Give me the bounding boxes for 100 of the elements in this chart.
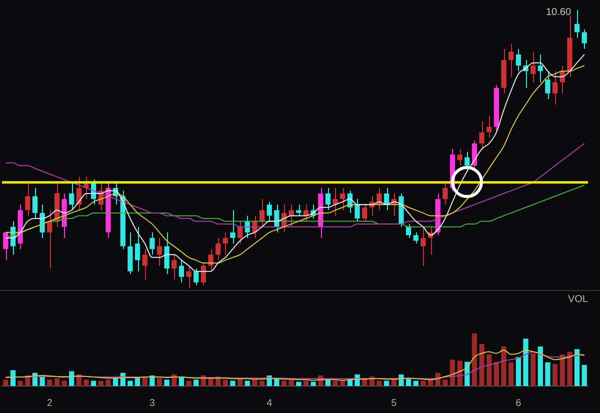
candlestick: [186, 265, 192, 288]
bar: [523, 338, 528, 386]
candlestick: [516, 48, 521, 72]
candlestick: [238, 220, 243, 244]
bar: [156, 378, 162, 386]
candlestick: [442, 182, 448, 206]
candlestick: [266, 201, 272, 222]
bar: [303, 380, 309, 386]
candlestick: [582, 28, 587, 50]
bar: [252, 380, 258, 386]
bar: [398, 374, 404, 386]
candlestick: [545, 70, 550, 100]
bar: [501, 346, 506, 386]
candlestick: [216, 237, 221, 261]
candlestick: [156, 237, 162, 266]
bar: [552, 364, 558, 386]
bar: [134, 378, 140, 386]
bar: [516, 357, 521, 386]
candlestick: [178, 260, 184, 283]
candlestick: [508, 42, 514, 78]
candlestick: [208, 248, 214, 272]
bar: [91, 380, 96, 386]
candlestick: [32, 187, 38, 219]
candlestick: [40, 204, 45, 238]
bar: [442, 380, 448, 386]
candlestick: [172, 254, 177, 280]
bar: [420, 380, 426, 386]
bar: [128, 380, 133, 386]
x-tick-label: 3: [149, 398, 156, 409]
candlestick: [340, 187, 346, 211]
candlestick: [222, 232, 228, 256]
candlestick: [200, 262, 206, 286]
candlestick: [479, 120, 484, 150]
bar: [288, 380, 294, 386]
candlestick: [325, 187, 331, 211]
bar: [47, 380, 52, 386]
bar: [54, 378, 60, 386]
bar: [376, 380, 382, 386]
candlestick: [288, 204, 294, 228]
x-tick-label: 4: [266, 398, 273, 409]
candlestick: [150, 232, 155, 256]
bar: [296, 382, 302, 386]
bar: [222, 380, 228, 386]
bar: [332, 380, 338, 386]
candlestick: [69, 182, 74, 211]
candlestick: [457, 148, 462, 166]
candlestick: [376, 187, 382, 211]
bar: [450, 360, 456, 386]
candlestick: [406, 224, 412, 238]
bar: [194, 380, 199, 386]
candlestick: [384, 187, 390, 211]
bar: [384, 380, 390, 386]
bar: [208, 378, 214, 386]
bar: [545, 362, 550, 386]
bar: [567, 352, 572, 386]
bar: [479, 344, 484, 386]
bar: [84, 380, 89, 386]
bar: [582, 364, 587, 386]
bar: [574, 349, 580, 386]
candlestick: [134, 226, 140, 272]
candlestick: [296, 204, 302, 216]
bar: [62, 380, 67, 386]
bar: [413, 380, 418, 386]
bar: [486, 354, 492, 386]
candlestick: [47, 210, 52, 270]
candlestick: [274, 204, 280, 233]
candlestick: [3, 232, 8, 261]
candlestick: [574, 10, 580, 38]
bar: [310, 382, 316, 386]
x-tick-label: 2: [46, 398, 53, 409]
bar: [457, 360, 462, 386]
bar: [98, 380, 104, 386]
candlestick: [486, 115, 492, 138]
candlestick: [413, 232, 418, 244]
bar: [325, 380, 331, 386]
bar: [3, 380, 8, 386]
x-tick-label: 6: [516, 398, 522, 409]
bar: [10, 370, 16, 386]
candlestick: [530, 51, 536, 83]
chart-title: VOL: [568, 294, 588, 305]
bar: [340, 380, 346, 386]
candlestick: [464, 151, 470, 172]
candlestick: [142, 248, 148, 280]
bar: [230, 380, 236, 386]
bar: [164, 380, 170, 386]
bar: [244, 380, 250, 386]
candlestick: [194, 268, 199, 286]
candlestick: [164, 232, 170, 275]
bar: [494, 362, 499, 386]
bar: [186, 380, 192, 386]
candlestick: [538, 54, 543, 83]
bar: [538, 346, 543, 386]
candlestick: [259, 198, 265, 228]
candlestick: [354, 198, 360, 222]
bar: [530, 353, 536, 386]
bar: [560, 354, 565, 386]
bar: [281, 380, 287, 386]
bar: [259, 380, 265, 386]
bar: [472, 333, 478, 386]
candlestick: [25, 182, 30, 216]
